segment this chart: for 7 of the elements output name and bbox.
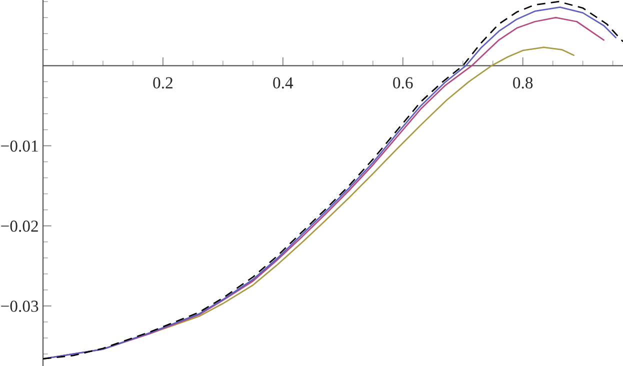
x-tick-label: 0.4 <box>273 77 294 89</box>
y-tick-label: −0.02 <box>1 220 38 232</box>
y-tick-label: −0.03 <box>1 300 38 312</box>
x-tick-label: 0.8 <box>513 77 533 89</box>
x-tick-label: 0.2 <box>153 77 172 89</box>
y-tick-label: −0.01 <box>1 140 38 152</box>
x-tick-label: 0.6 <box>393 77 413 89</box>
